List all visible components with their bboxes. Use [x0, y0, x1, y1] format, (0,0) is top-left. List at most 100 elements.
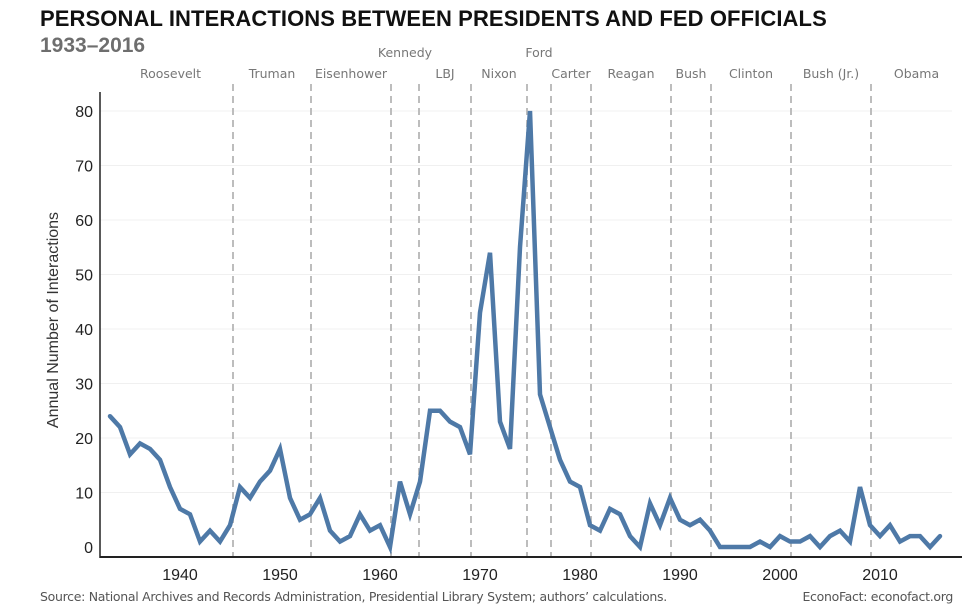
data-point-1944 [218, 539, 222, 543]
x-tick-label: 1950 [262, 567, 298, 584]
data-point-2015 [928, 545, 932, 549]
y-tick-label: 50 [75, 268, 93, 285]
data-point-1958 [358, 512, 362, 516]
term-boundaries [232, 84, 872, 557]
y-tick-label: 70 [75, 159, 93, 176]
x-tick-label: 1960 [362, 567, 398, 584]
data-point-1992 [698, 518, 702, 522]
data-point-1995 [728, 545, 732, 549]
y-tick-label: 30 [75, 377, 93, 394]
data-point-2016 [938, 534, 942, 538]
data-point-1978 [558, 458, 562, 462]
data-point-1985 [628, 534, 632, 538]
data-point-1983 [608, 507, 612, 511]
x-tick-label: 2000 [762, 567, 798, 584]
data-point-1939 [168, 485, 172, 489]
president-label: LBJ [435, 66, 454, 81]
y-tick-label: 60 [75, 213, 93, 230]
data-point-1980 [578, 485, 582, 489]
data-point-1984 [618, 512, 622, 516]
data-point-1933 [108, 414, 112, 418]
data-point-1951 [288, 496, 292, 500]
data-point-1968 [458, 425, 462, 429]
data-point-1966 [438, 409, 442, 413]
y-tick-label: 10 [75, 486, 93, 503]
data-point-2002 [798, 539, 802, 543]
president-label: Clinton [729, 66, 773, 81]
source-note: Source: National Archives and Records Ad… [40, 589, 667, 604]
president-label: Truman [248, 66, 296, 81]
data-point-1945 [228, 523, 232, 527]
data-point-1972 [498, 419, 502, 423]
president-label: Ford [525, 45, 552, 60]
data-point-1975 [528, 109, 532, 113]
data-point-1961 [388, 545, 392, 549]
president-label: Bush [676, 66, 707, 81]
data-point-1967 [448, 419, 452, 423]
data-point-1989 [668, 496, 672, 500]
president-label: Carter [551, 66, 591, 81]
y-axis-label: Annual Number of Interactions [45, 212, 62, 428]
president-label: Bush (Jr.) [803, 66, 859, 81]
data-point-1952 [298, 518, 302, 522]
data-point-1947 [248, 496, 252, 500]
data-point-2000 [778, 534, 782, 538]
president-label: Reagan [608, 66, 655, 81]
y-tick-label: 0 [84, 540, 93, 557]
y-tick-label: 80 [75, 104, 93, 121]
data-point-1950 [278, 447, 282, 451]
data-point-1938 [158, 458, 162, 462]
data-point-1941 [188, 512, 192, 516]
president-label: Eisenhower [315, 66, 388, 81]
data-point-2006 [838, 528, 842, 532]
chart-subtitle: 1933–2016 [40, 34, 146, 57]
data-point-1934 [118, 425, 122, 429]
x-tick-label: 2010 [862, 567, 898, 584]
data-point-1988 [658, 523, 662, 527]
data-point-1954 [318, 496, 322, 500]
data-point-2010 [878, 534, 882, 538]
data-point-1935 [128, 452, 132, 456]
data-point-1996 [738, 545, 742, 549]
y-tick-labels: 0 10 20 30 40 50 60 70 80 [75, 104, 93, 557]
data-point-2012 [898, 539, 902, 543]
y-tick-label: 20 [75, 431, 93, 448]
data-point-1948 [258, 479, 262, 483]
x-tick-label: 1940 [162, 567, 198, 584]
x-tick-label: 1980 [562, 567, 598, 584]
president-label: Kennedy [378, 45, 433, 60]
data-point-1949 [268, 469, 272, 473]
data-point-1936 [138, 441, 142, 445]
data-point-2003 [808, 534, 812, 538]
series-line [107, 110, 943, 555]
data-point-2007 [848, 539, 852, 543]
data-point-2014 [918, 534, 922, 538]
data-point-2009 [868, 523, 872, 527]
y-tick-label: 40 [75, 322, 93, 339]
data-point-1953 [308, 512, 312, 516]
brand-credit: EconoFact: econofact.org [802, 589, 953, 604]
chart-title: PERSONAL INTERACTIONS BETWEEN PRESIDENTS… [40, 6, 827, 31]
data-point-1946 [238, 485, 242, 489]
data-point-1977 [548, 425, 552, 429]
data-point-1971 [488, 251, 492, 255]
data-point-1986 [638, 545, 642, 549]
data-point-1964 [418, 479, 422, 483]
data-point-1979 [568, 479, 572, 483]
data-point-1987 [648, 501, 652, 505]
data-point-1973 [508, 447, 512, 451]
president-label: Roosevelt [140, 66, 201, 81]
data-point-1957 [348, 534, 352, 538]
data-point-1969 [468, 452, 472, 456]
data-point-1993 [708, 528, 712, 532]
x-tick-labels: 1940 1950 1960 1970 1980 1990 2000 2010 [162, 567, 898, 584]
data-point-1982 [598, 528, 602, 532]
data-point-1942 [198, 539, 202, 543]
axes [99, 92, 962, 558]
data-point-2008 [858, 485, 862, 489]
data-point-1999 [768, 545, 772, 549]
data-point-1959 [368, 528, 372, 532]
president-label: Nixon [481, 66, 516, 81]
